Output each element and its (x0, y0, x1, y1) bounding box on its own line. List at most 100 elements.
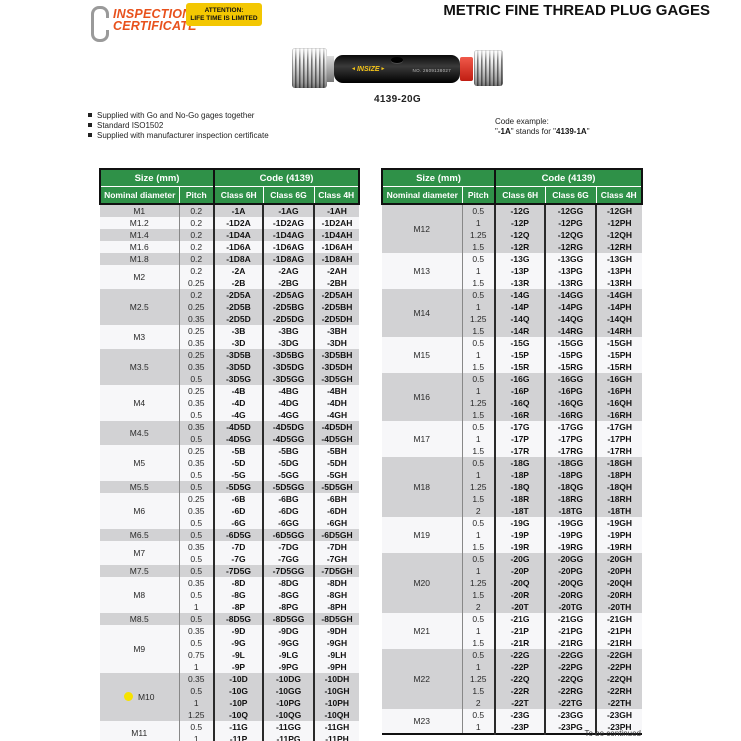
class-6g-cell: -3BG (263, 325, 315, 337)
pitch-cell: 0.25 (179, 385, 215, 397)
class-6g-cell: -4GG (263, 409, 315, 421)
class-6h-cell: -10D (214, 673, 264, 685)
table-row: M4.5 0.35 -4D5D -4D5DG -4D5DH (100, 421, 359, 445)
class-6g-cell: -20PG (545, 565, 597, 577)
pitch-cell: 1 (462, 721, 496, 734)
class-4h-cell: -5BH (314, 445, 359, 457)
class-4h-header: Class 4H (314, 186, 360, 205)
class-6h-cell: -4D5D (214, 421, 264, 433)
nominal-diameter-cell: M16 (382, 373, 463, 421)
class-6g-cell: -6DG (263, 505, 315, 517)
table-row: 0.75 -9L -9LG -9LH (100, 649, 359, 661)
nominal-diameter-cell: M1 (100, 204, 180, 217)
highlight-dot-icon (123, 692, 133, 701)
pitch-cell: 1 (462, 625, 496, 637)
class-4h-cell: -10GH (314, 685, 359, 697)
table-row: 1.25 -16Q -16QG -16QH (382, 397, 642, 409)
class-6g-cell: -14QG (545, 313, 597, 325)
table-row: 0.5 -8G -8GG -8GH (100, 589, 359, 601)
nominal-diameter-cell: M2 (100, 265, 180, 289)
class-4h-cell: -11PH (314, 733, 359, 741)
pitch-cell: 2 (462, 697, 496, 709)
nominal-diameter-cell: M22 (382, 649, 463, 709)
class-6h-cell: -21R (495, 637, 546, 649)
table-row: 0.5 -10G -10GG -10GH (100, 685, 359, 697)
pitch-cell: 1.25 (462, 397, 496, 409)
class-6g-cell: -2D5DG (263, 313, 315, 325)
class-6h-cell: -20T (495, 601, 546, 613)
pitch-cell: 1 (462, 349, 496, 361)
table-row: 1 -12P -12PG -12PH (382, 217, 642, 229)
class-4h-cell: -22RH (596, 685, 642, 697)
class-6h-cell: -18Q (495, 481, 546, 493)
pitch-cell: 0.5 (462, 457, 496, 469)
class-6h-cell: -21P (495, 625, 546, 637)
class-6g-cell: -10PG (263, 697, 315, 709)
pitch-cell: 2 (462, 505, 496, 517)
class-6h-cell: -4B (214, 385, 264, 397)
class-6h-cell: -2B (214, 277, 264, 289)
nominal-diameter-cell: M17 (382, 421, 463, 457)
class-6h-cell: -9L (214, 649, 264, 661)
class-4h-cell: -8PH (314, 601, 359, 613)
table-row: 1 -21P -21PG -21PH (382, 625, 642, 637)
pitch-cell: 0.5 (462, 517, 496, 529)
pitch-cell: 0.75 (179, 649, 215, 661)
table-row: 1 -8P -8PG -8PH (100, 601, 359, 613)
table-row: M6.5 0.5 -6D5G -6D5GG -6D5GH (100, 529, 359, 541)
class-4h-cell: -21PH (596, 625, 642, 637)
class-6g-cell: -18QG (545, 481, 597, 493)
class-6g-cell: -1AG (263, 204, 315, 217)
table-row: 0.5 -5G -5GG -5GH (100, 469, 359, 481)
table-row: 1 -13P -13PG -13PH (382, 265, 642, 277)
pitch-cell: 0.35 (179, 577, 215, 589)
class-6g-cell: -2D5AG (263, 289, 315, 301)
class-6h-cell: -4D (214, 397, 264, 409)
class-6g-cell: -11PG (263, 733, 315, 741)
pitch-cell: 0.5 (179, 553, 215, 565)
pitch-cell: 1 (179, 733, 215, 741)
pitch-cell: 0.2 (179, 265, 215, 277)
pitch-cell: 1.5 (462, 589, 496, 601)
class-4h-cell: -14GH (596, 289, 642, 301)
pitch-cell: 0.5 (179, 433, 215, 445)
class-6g-cell: -16QG (545, 397, 597, 409)
class-6h-cell: -1D8A (214, 253, 264, 265)
class-6g-cell: -17RG (545, 445, 597, 457)
class-6h-cell: -2D5B (214, 301, 264, 313)
pitch-cell: 1.25 (179, 709, 215, 721)
logo-line1: INSPECTION (113, 7, 192, 21)
nominal-diameter-cell: M15 (382, 337, 463, 373)
pitch-cell: 1 (179, 697, 215, 709)
class-6g-cell: -15PG (545, 349, 597, 361)
nominal-diameter-cell: M5.5 (100, 481, 180, 493)
class-6h-cell: -22T (495, 697, 546, 709)
table-row: M22 0.5 -22G -22GG -22GH (382, 649, 642, 709)
table-left: Size (mm) Code (4139) Nominal diameter Pitc… (99, 168, 360, 741)
class-4h-cell: -18GH (596, 457, 642, 469)
class-4h-cell: -16RH (596, 409, 642, 421)
table-row: M1.4 0.2 -1D4A -1D4AG -1D4AH (100, 229, 359, 241)
class-6h-cell: -5B (214, 445, 264, 457)
class-4h-cell: -4GH (314, 409, 359, 421)
class-4h-cell: -6GH (314, 517, 359, 529)
pitch-cell: 0.25 (179, 301, 215, 313)
pitch-cell: 0.5 (462, 289, 496, 301)
nominal-diameter-cell: M12 (382, 204, 463, 253)
table-row: M3 0.25 -3B -3BG -3BH (100, 325, 359, 349)
class-6g-cell: -18RG (545, 493, 597, 505)
nominal-diameter-cell: M9 (100, 625, 180, 673)
class-4h-cell: -12PH (596, 217, 642, 229)
nominal-diameter-cell: M18 (382, 457, 463, 517)
class-4h-cell: -20PH (596, 565, 642, 577)
class-6h-header: Class 6H (495, 186, 546, 205)
pitch-cell: 0.25 (179, 349, 215, 361)
class-6g-cell: -6BG (263, 493, 315, 505)
class-4h-cell: -12RH (596, 241, 642, 253)
table-row: M3.5 0.25 -3D5B -3D5BG -3D5BH (100, 349, 359, 385)
nogo-red-band (460, 57, 473, 81)
pitch-cell: 1.5 (462, 277, 496, 289)
pitch-cell: 0.5 (179, 469, 215, 481)
class-6g-cell: -14PG (545, 301, 597, 313)
